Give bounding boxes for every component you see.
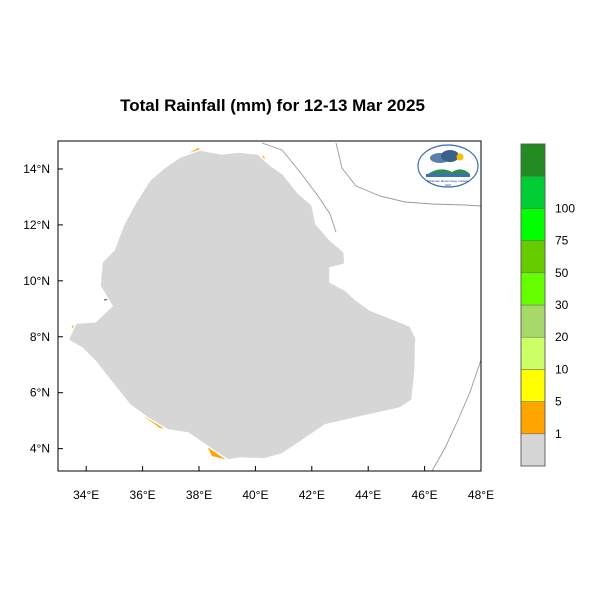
water-icon (426, 174, 470, 177)
cloud-icon (441, 150, 459, 162)
coastline-somalia (431, 359, 481, 471)
y-tick-label: 4°N (30, 442, 50, 456)
y-tick-label: 10°N (23, 274, 50, 288)
x-tick-label: 48°E (468, 488, 494, 502)
coastline-red-sea (261, 142, 337, 233)
x-tick-label: 38°E (186, 488, 212, 502)
emi-logo: Ethiopian Meteorology Institute EMI (417, 144, 479, 188)
legend-label: 1 (555, 427, 562, 441)
logo-caption: Ethiopian Meteorology Institute (427, 179, 469, 183)
legend-label: 50 (555, 266, 569, 280)
legend-swatch (520, 208, 546, 241)
mountain-icon (428, 169, 470, 174)
legend-swatch (520, 272, 546, 306)
y-tick-label: 8°N (30, 330, 50, 344)
map-frame (57, 140, 482, 472)
legend-label: 100 (555, 201, 575, 215)
x-tick-label: 42°E (299, 488, 325, 502)
y-tick-label: 14°N (23, 162, 50, 176)
x-tick-label: 40°E (242, 488, 268, 502)
legend-swatch (520, 401, 546, 435)
legend-swatch (520, 175, 546, 209)
legend-swatch (520, 143, 546, 177)
legend-swatch (520, 304, 546, 338)
x-axis: 34°E 36°E 38°E 40°E 42°E 44°E 46°E 48°E (73, 466, 494, 502)
coastline-gulf-of-aden (335, 142, 481, 207)
legend-swatch (520, 240, 546, 274)
x-tick-label: 34°E (73, 488, 99, 502)
logo-abbreviation: EMI (445, 183, 451, 187)
legend-label: 75 (555, 234, 569, 248)
sun-icon (456, 153, 464, 161)
x-tick-label: 44°E (355, 488, 381, 502)
x-tick-label: 36°E (130, 488, 156, 502)
legend-frame (520, 143, 546, 467)
y-tick-label: 12°N (23, 218, 50, 232)
legend-label: 30 (555, 298, 569, 312)
legend-swatch (520, 336, 546, 370)
map-title: Total Rainfall (mm) for 12-13 Mar 2025 (120, 96, 425, 115)
map-panel (57, 140, 482, 472)
x-tick-label: 46°E (412, 488, 438, 502)
y-tick-label: 6°N (30, 386, 50, 400)
legend-swatch (520, 433, 546, 467)
legend-swatch (520, 369, 546, 402)
legend-label: 10 (555, 362, 569, 376)
legend-label: 20 (555, 330, 569, 344)
y-axis: 14°N 12°N 10°N 8°N 6°N 4°N (23, 162, 63, 456)
color-legend: 1 5 10 20 30 50 75 100 (520, 143, 575, 467)
legend-label: 5 (555, 395, 562, 409)
